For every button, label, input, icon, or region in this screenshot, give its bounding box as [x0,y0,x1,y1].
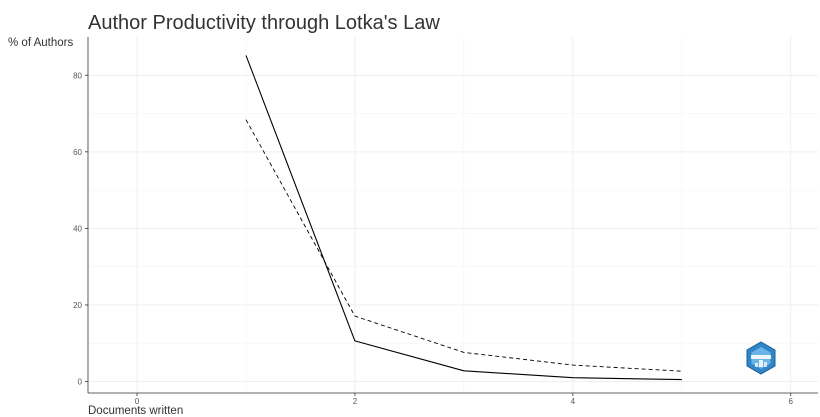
y-tick-label: 80 [73,71,82,80]
y-tick-label: 0 [78,378,83,387]
x-tick-label: 2 [353,397,358,406]
y-tick-label: 60 [73,148,82,157]
series-line-dashed [245,119,682,372]
x-tick-label: 0 [135,397,140,406]
series-lines [245,55,682,381]
y-tick-label: 20 [73,301,82,310]
series-line-solid [245,55,682,381]
x-tick-label: 6 [789,397,794,406]
bibliometrix-logo-icon [746,341,776,375]
chart-title: Author Productivity through Lotka's Law [88,12,440,34]
x-tick-label: 4 [571,397,576,406]
x-axis-label: Documents written [88,405,183,417]
grid [88,37,818,393]
y-tick-label: 40 [73,224,82,233]
y-axis-label: % of Authors [8,37,73,49]
axes: 0 20 40 60 80 0 2 4 6 [73,37,818,406]
